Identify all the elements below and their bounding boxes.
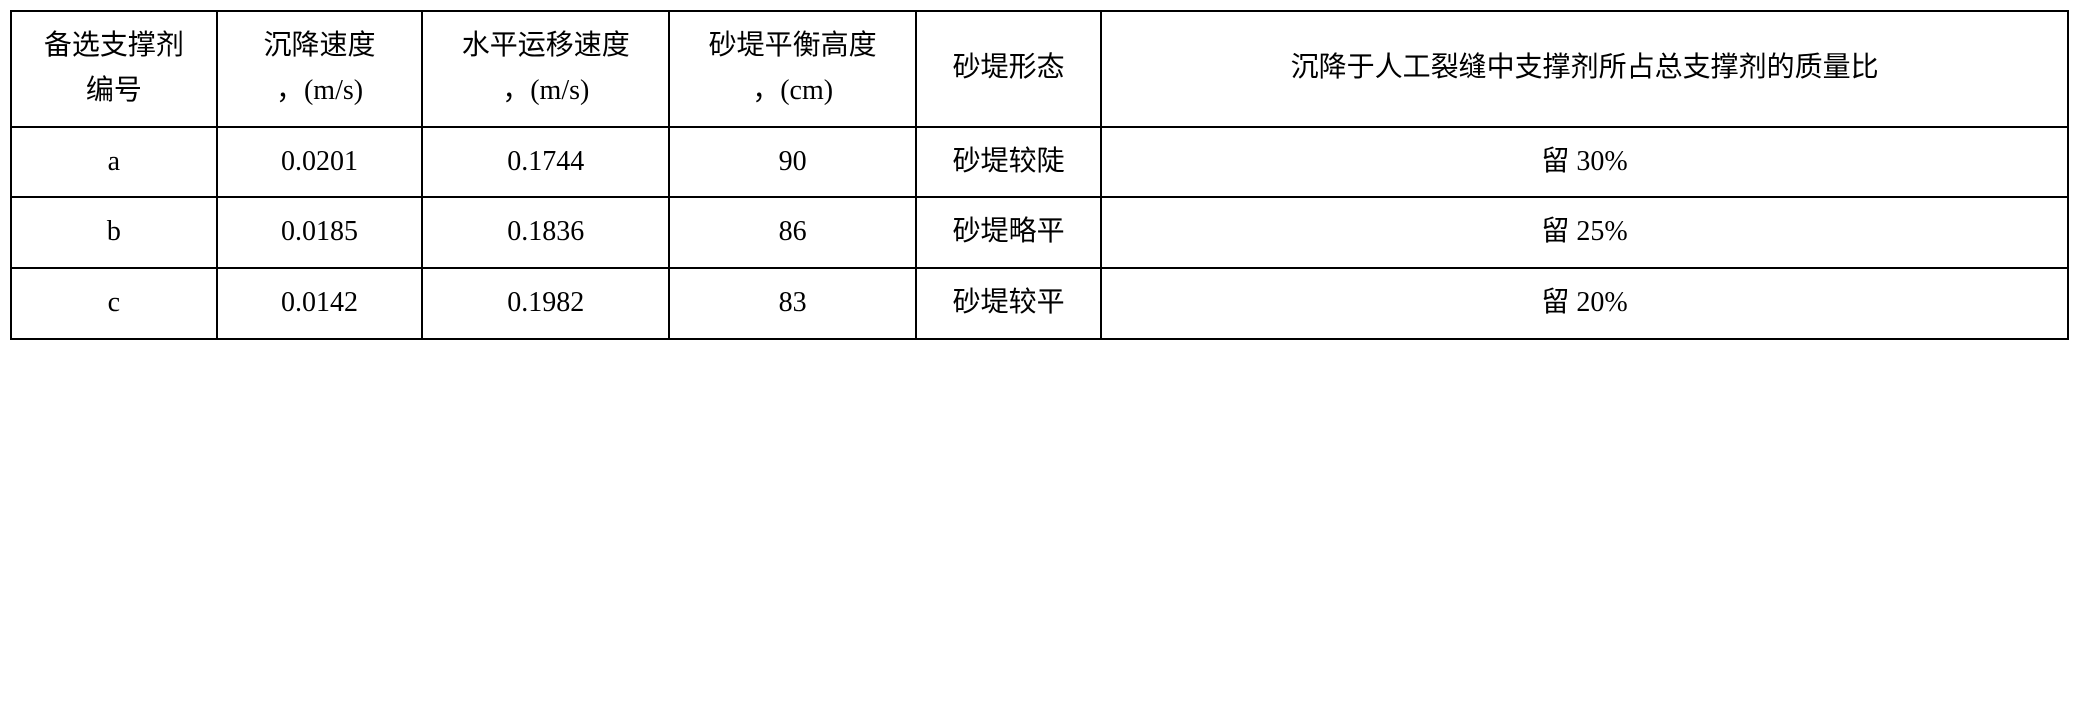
table-header-row: 备选支撑剂编号 沉降速度，(m/s) 水平运移速度，(m/s) 砂堤平衡高度，(… — [11, 11, 2068, 127]
cell-sand-dike-shape: 砂堤略平 — [916, 197, 1101, 268]
cell-id: a — [11, 127, 217, 198]
cell-id: c — [11, 268, 217, 339]
header-horizontal-velocity: 水平运移速度，(m/s) — [422, 11, 669, 127]
cell-mass-ratio: 留 20% — [1101, 268, 2068, 339]
cell-horizontal-velocity: 0.1744 — [422, 127, 669, 198]
header-settling-velocity: 沉降速度，(m/s) — [217, 11, 423, 127]
table-row: a 0.0201 0.1744 90 砂堤较陡 留 30% — [11, 127, 2068, 198]
cell-mass-ratio: 留 30% — [1101, 127, 2068, 198]
header-sand-dike-height: 砂堤平衡高度，(cm) — [669, 11, 916, 127]
cell-sand-dike-shape: 砂堤较平 — [916, 268, 1101, 339]
cell-mass-ratio: 留 25% — [1101, 197, 2068, 268]
table-row: b 0.0185 0.1836 86 砂堤略平 留 25% — [11, 197, 2068, 268]
cell-horizontal-velocity: 0.1982 — [422, 268, 669, 339]
proppant-data-table: 备选支撑剂编号 沉降速度，(m/s) 水平运移速度，(m/s) 砂堤平衡高度，(… — [10, 10, 2069, 340]
cell-sand-dike-height: 86 — [669, 197, 916, 268]
cell-id: b — [11, 197, 217, 268]
cell-sand-dike-height: 83 — [669, 268, 916, 339]
table-row: c 0.0142 0.1982 83 砂堤较平 留 20% — [11, 268, 2068, 339]
cell-sand-dike-height: 90 — [669, 127, 916, 198]
cell-sand-dike-shape: 砂堤较陡 — [916, 127, 1101, 198]
header-proppant-id: 备选支撑剂编号 — [11, 11, 217, 127]
cell-settling-velocity: 0.0201 — [217, 127, 423, 198]
header-mass-ratio: 沉降于人工裂缝中支撑剂所占总支撑剂的质量比 — [1101, 11, 2068, 127]
cell-settling-velocity: 0.0185 — [217, 197, 423, 268]
cell-horizontal-velocity: 0.1836 — [422, 197, 669, 268]
cell-settling-velocity: 0.0142 — [217, 268, 423, 339]
header-sand-dike-shape: 砂堤形态 — [916, 11, 1101, 127]
